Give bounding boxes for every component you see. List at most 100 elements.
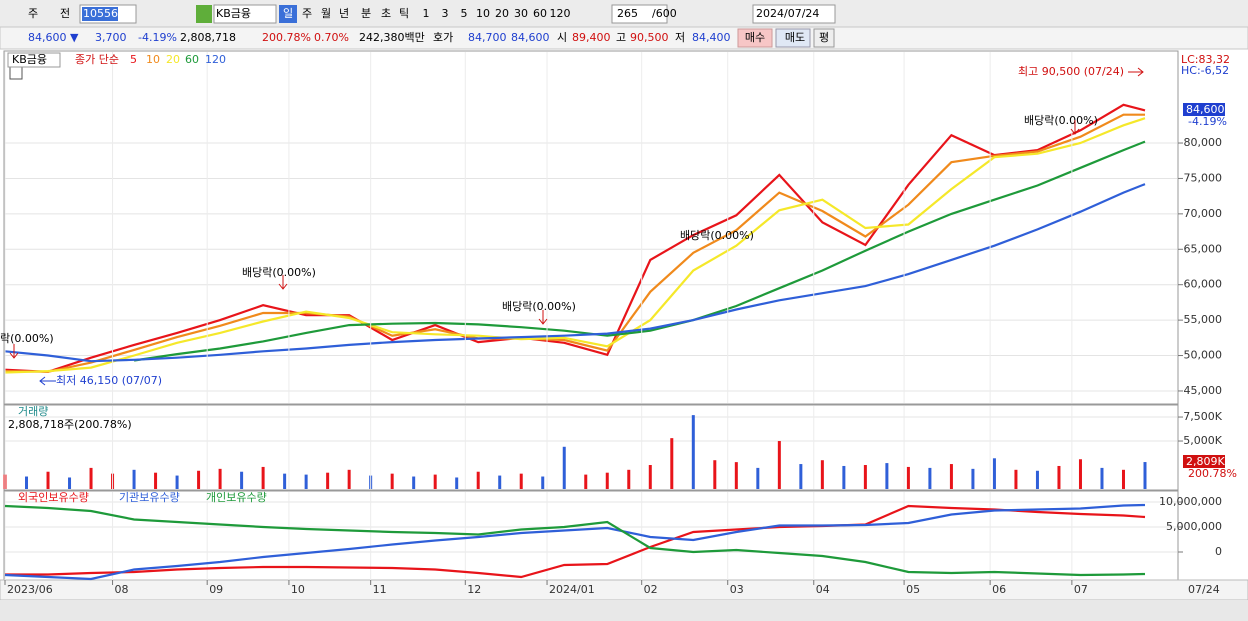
volume-tag-label: 2,809K [1186,455,1225,468]
volume-bar [648,465,652,489]
volume-bar [240,471,244,489]
name-input[interactable] [213,4,277,24]
date-input[interactable] [752,4,836,24]
info-item: 84,700 [468,31,507,44]
volume-bar [820,460,824,489]
volume-bar [541,476,545,489]
info-item: 호가 [433,31,453,44]
x-end-label: 07/24 [1188,583,1220,596]
volume-bar [992,458,996,489]
volume-bar [390,473,394,489]
volume-bar [842,465,846,489]
count-input[interactable] [611,4,668,24]
x-tick-label: 2024/01 [549,583,595,596]
price-change: -4.19% [1188,115,1227,128]
volume-bar [1100,467,1104,489]
volume-bar [197,470,201,489]
info-item: -4.19% [138,31,177,44]
price-tag-label: 84,600 [1186,103,1225,116]
volume-ratio: 200.78% [1188,467,1237,480]
new-icon [196,5,212,23]
series-line [4,503,1146,581]
y-tick-label: 60,000 [1184,278,1223,291]
legend-item: 개인보유수량 [206,491,267,504]
toolbar-item: 년 [339,7,349,20]
info-item: 242,380백만 [359,31,425,44]
x-tick-label: 12 [467,583,481,596]
volume-bar [734,462,738,489]
toolbar-item: 분 [361,7,371,20]
x-tick-label: 06 [992,583,1006,596]
volume-bar [412,476,416,489]
x-axis-bg [0,579,1248,601]
avg-button[interactable] [813,28,835,48]
dividend-arrow [9,344,19,359]
toolbar-item: /600 [652,7,677,20]
volume-bar [1057,465,1061,489]
symbol-box [7,52,61,68]
panel-title: 거래량 [18,405,48,418]
volume-bar [949,464,953,489]
volume-bar [799,464,803,489]
series-line [4,183,1146,363]
sell-button[interactable] [775,28,811,48]
x-tick-label: 04 [816,583,830,596]
y-tick-label: 5,000,000 [1166,520,1222,533]
toolbar-item: 3 [442,7,449,20]
info-item: 200.78% [262,31,311,44]
volume-bar [326,472,330,489]
toolbar-item: 주 [28,7,38,20]
y-tick-label: 75,000 [1184,171,1223,184]
annotation: 배당락(0.00%) [1024,114,1098,127]
toolbar-item: 초 [381,7,391,20]
buy-button[interactable] [737,28,773,48]
y-tick-label: 50,000 [1184,349,1223,362]
volume-bar [304,474,308,489]
x-tick-label: 02 [644,583,658,596]
x-tick-label: 03 [730,583,744,596]
dividend-arrow [1070,120,1080,135]
y-tick-label: 80,000 [1184,136,1223,149]
high-arrow [1128,67,1144,77]
toolbar-item: 주 [302,7,312,20]
info-item: 매도 [785,31,805,44]
volume-bar [627,469,631,489]
toolbar-item: 2024/07/24 [756,7,819,20]
volume-bar [906,466,910,489]
annotation: 최저 46,150 (07/07) [56,374,162,387]
legend-item: 외국인보유수량 [18,491,89,504]
y-tick-label: 65,000 [1184,242,1223,255]
scroll-bar[interactable] [0,600,1248,621]
volume-bar [519,473,523,489]
info-item: 시 [557,31,567,44]
x-tick-label: 05 [906,583,920,596]
volume-bar [347,469,351,489]
volume-bar [433,474,437,489]
volume-bar [1078,459,1082,489]
dividend-arrow [538,310,548,325]
y-tick-label: 10,000,000 [1159,495,1222,508]
volume-bar [885,463,889,489]
volume-tag [1183,455,1225,468]
volume-bar [928,467,932,489]
volume-bar [154,472,158,489]
legend-item: 10 [146,53,160,66]
volume-bar [68,477,72,489]
annotation: 배당락(0.00%) [242,266,316,279]
info-item: 90,500 [630,31,669,44]
x-tick-label: 07 [1074,583,1088,596]
info-item: 84,400 [692,31,731,44]
volume-bar [971,468,975,489]
series-line [4,117,1146,374]
toolbar-item: 월 [321,7,331,20]
hc-label: HC:-6,52 [1181,64,1229,77]
legend-item: 120 [205,53,226,66]
y-tick-label: 0 [1215,545,1222,558]
x-tick-label: 08 [115,583,129,596]
toolbar-item: KB금융 [216,7,251,20]
series-line [5,504,1146,579]
x-tick-label: 10 [291,583,305,596]
volume-bar [283,473,287,489]
price-panel [3,50,1179,405]
volume-panel [3,404,1179,491]
